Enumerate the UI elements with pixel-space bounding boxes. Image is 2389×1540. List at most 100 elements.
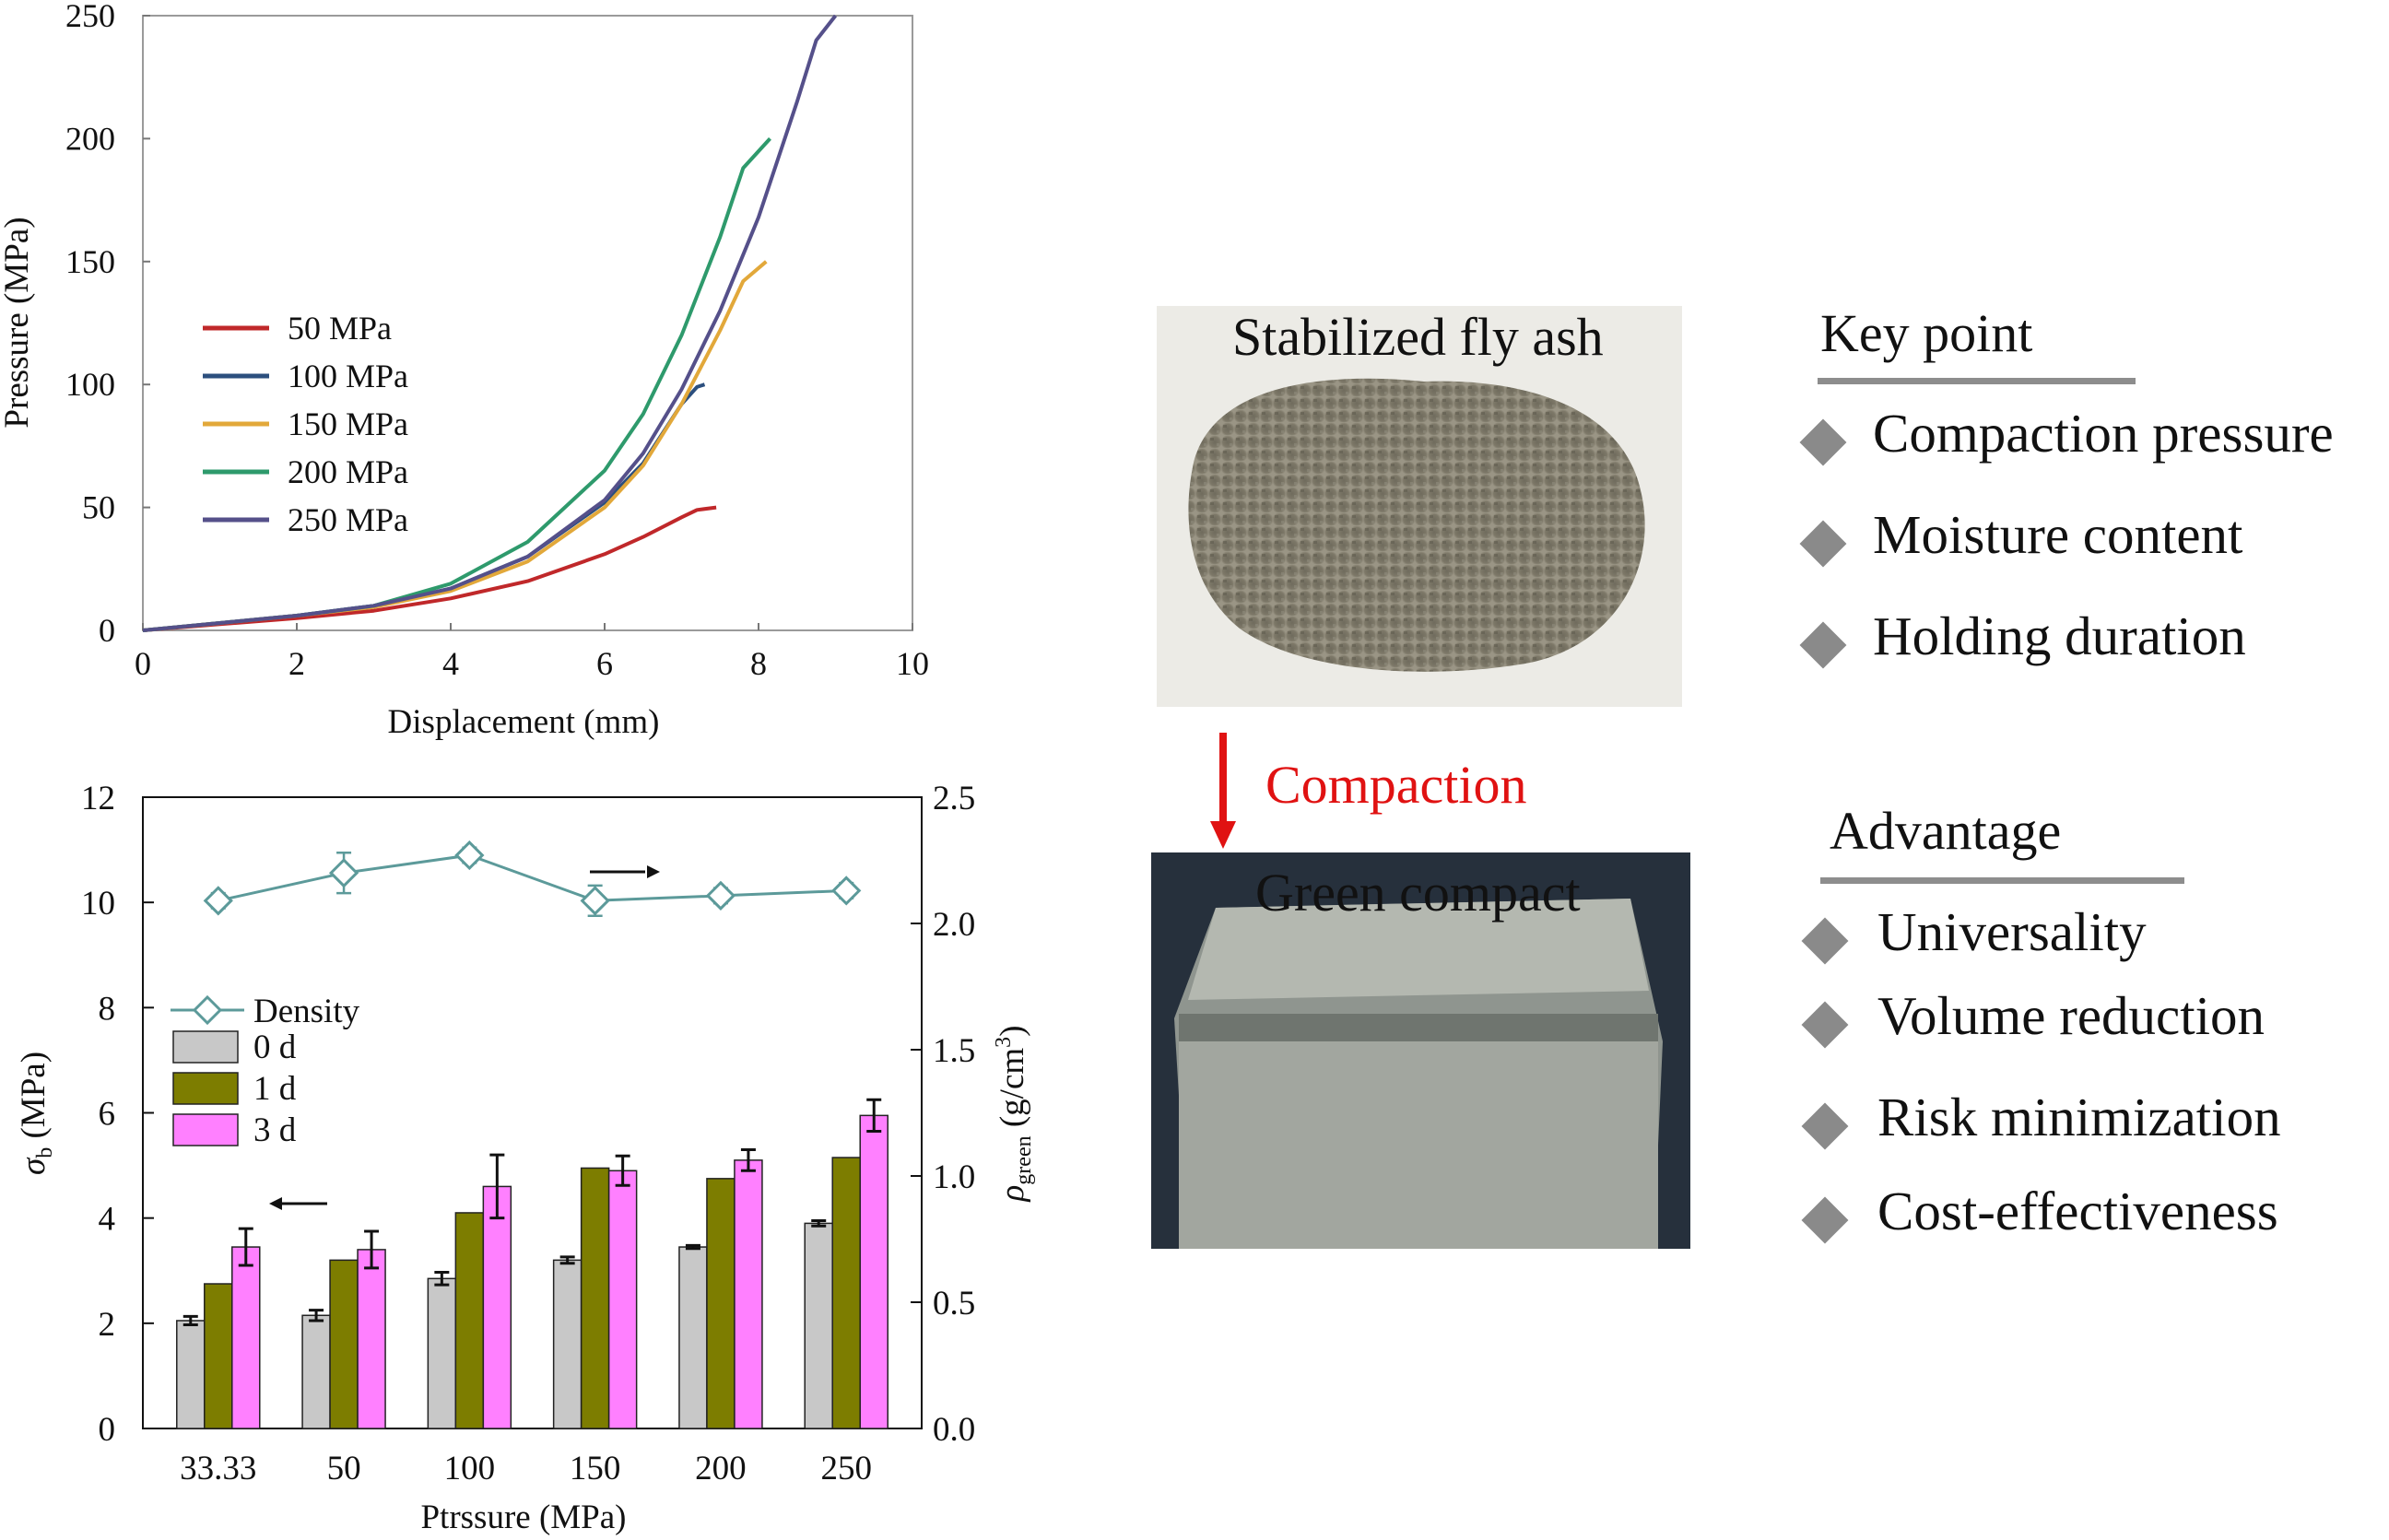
chart1-x-tick-label: 6 <box>596 645 613 682</box>
svg-text:σb (MPa): σb (MPa) <box>15 1052 57 1175</box>
chart2-bar <box>831 1157 861 1429</box>
advantage-item: Risk minimization <box>1877 1087 2281 1147</box>
chart2-x-tick-label: 250 <box>820 1450 872 1487</box>
legend-bar-label: 1 d <box>253 1070 297 1108</box>
chart1-series-line <box>142 14 838 632</box>
chart2-bar <box>859 1114 889 1429</box>
chart2-bar <box>678 1246 708 1429</box>
chart1-legend-label: 150 MPa <box>288 406 408 442</box>
chart2-ticks: 0 2 4 6 8 10 12 0.0 0.5 1.0 1.5 2.0 2.5 33.33 50 100 150… <box>81 780 975 1487</box>
advantage-rule <box>1820 877 2184 884</box>
chart2-density-line <box>203 840 862 918</box>
chart1-legend-label: 250 MPa <box>288 501 408 538</box>
chart2-bar <box>552 1259 583 1429</box>
chart2-bar <box>427 1277 457 1429</box>
chart2-x-tick-label: 200 <box>695 1450 747 1487</box>
chart2-bar <box>706 1178 736 1429</box>
chart2-right-tick-label: 0.0 <box>933 1411 975 1449</box>
fly-ash-photo: Stabilized fly ash <box>1157 306 1682 707</box>
chart2-right-tick-label: 2.5 <box>933 780 975 817</box>
strength-density-chart: 0 2 4 6 8 10 12 0.0 0.5 1.0 1.5 2.0 2.5 33.33 50 100 150… <box>15 780 1036 1536</box>
density-marker <box>454 840 485 871</box>
green-compact-label: Green compact <box>1255 863 1581 923</box>
key-point-title: Key point <box>1820 303 2033 363</box>
chart2-y-tick-label: 8 <box>99 990 116 1028</box>
chart1-series-line <box>142 505 717 632</box>
chart2-x-tick-label: 50 <box>327 1450 361 1487</box>
chart1-y-tick-label: 250 <box>65 0 115 34</box>
right-axis-arrow <box>590 865 660 878</box>
chart2-y-axis-label: σb (MPa) <box>15 1052 57 1175</box>
chart1-y-tick-label: 50 <box>82 489 115 526</box>
density-marker <box>580 886 610 916</box>
chart1-legend: 50 MPa 100 MPa 150 MPa 200 MPa 250 MPa <box>203 310 408 538</box>
chart2-bar <box>176 1320 206 1429</box>
chart2-y-tick-label: 2 <box>99 1306 116 1344</box>
density-marker <box>705 880 736 911</box>
density-marker <box>831 876 862 906</box>
chart2-bars <box>176 1098 889 1429</box>
chart2-bar <box>329 1259 359 1429</box>
diamond-bullet-icon <box>1801 1102 1849 1150</box>
chart1-y-axis-label: Pressure (MPa) <box>0 217 36 428</box>
chart2-y-tick-label: 10 <box>81 885 115 923</box>
chart1-y-tick-label: 0 <box>99 612 115 649</box>
chart2-bar <box>204 1283 233 1429</box>
chart2-bar <box>454 1212 485 1429</box>
fly-ash-image <box>1157 306 1682 707</box>
diamond-bullet-icon <box>1799 520 1847 568</box>
chart2-y-tick-label: 4 <box>99 1201 116 1239</box>
chart1-y-tick-label: 200 <box>65 120 115 157</box>
chart1-y-tick-label: 100 <box>65 366 115 403</box>
chart2-bar <box>607 1170 638 1429</box>
chart1-legend-label: 200 MPa <box>288 453 408 490</box>
chart2-right-tick-label: 1.0 <box>933 1158 975 1196</box>
chart1-series-line <box>142 260 768 632</box>
left-axis-arrow <box>269 1197 327 1210</box>
chart2-x-tick-label: 33.33 <box>180 1450 256 1487</box>
chart1-series-line <box>142 137 771 632</box>
advantage-item: Cost-effectiveness <box>1877 1181 2278 1241</box>
density-line <box>218 853 847 902</box>
chart2-bar <box>734 1159 763 1429</box>
chart2-bar <box>804 1222 833 1429</box>
chart1-x-tick-label: 4 <box>442 645 459 682</box>
diamond-bullet-icon <box>1799 418 1847 466</box>
chart2-bar <box>231 1246 261 1429</box>
chart1-x-tick-label: 10 <box>896 645 929 682</box>
key-point-rule <box>1818 378 2136 384</box>
chart1-y-tick-label: 150 <box>65 243 115 280</box>
chart1-x-axis-label: Displacement (mm) <box>388 703 660 741</box>
legend-bar-label: 3 d <box>253 1111 297 1149</box>
chart2-bar <box>580 1167 610 1429</box>
legend-bar-swatch <box>172 1030 239 1064</box>
legend-bar-swatch <box>172 1113 239 1146</box>
chart2-x-tick-label: 150 <box>570 1450 621 1487</box>
legend-density-label: Density <box>253 993 360 1030</box>
chart2-x-axis-label: Ptrssure (MPa) <box>420 1499 626 1536</box>
density-marker <box>328 858 359 888</box>
chart2-y-tick-label: 12 <box>81 780 115 817</box>
compaction-arrow <box>1210 733 1236 849</box>
key-point-item: Compaction pressure <box>1873 403 2334 464</box>
chart2-right-tick-label: 0.5 <box>933 1285 975 1323</box>
chart2-y-tick-label: 0 <box>99 1411 116 1449</box>
advantage-title: Advantage <box>1830 801 2062 861</box>
chart2-right-axis-label: ρgreen (g/cm3) <box>992 1026 1036 1203</box>
chart2-bar <box>301 1314 331 1429</box>
chart2-right-tick-label: 1.5 <box>933 1032 975 1070</box>
diamond-bullet-icon <box>1801 1001 1849 1049</box>
fly-ash-label: Stabilized fly ash <box>1232 307 1604 367</box>
density-marker <box>203 886 233 916</box>
key-point-item: Moisture content <box>1873 504 2243 565</box>
chart2-bar <box>482 1185 512 1429</box>
green-compact-image <box>1151 852 1690 1249</box>
diamond-bullet-icon <box>1801 1196 1849 1244</box>
chart2-right-tick-label: 2.0 <box>933 906 975 944</box>
advantage-item: Volume reduction <box>1877 985 2265 1046</box>
chart1-lines <box>142 14 838 632</box>
advantage-item: Universality <box>1877 901 2147 962</box>
green-compact-photo: Green compact <box>1151 852 1690 1249</box>
